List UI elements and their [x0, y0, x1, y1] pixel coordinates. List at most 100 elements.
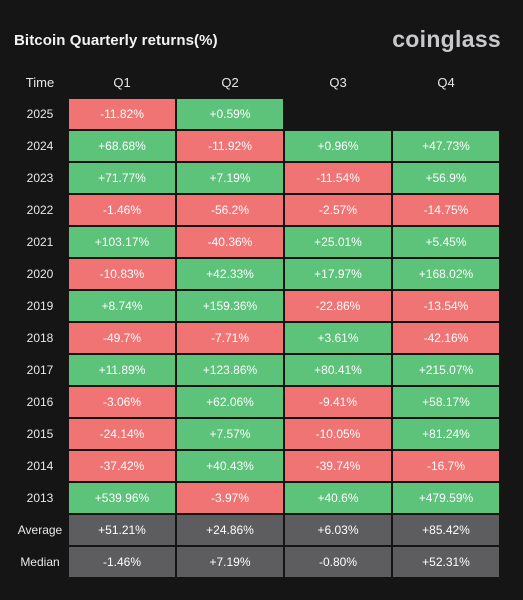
return-cell: -49.7% — [68, 322, 176, 354]
column-header-q1: Q1 — [113, 74, 131, 90]
return-cell: -11.54% — [284, 162, 392, 194]
return-cell: +0.59% — [176, 98, 284, 130]
return-cell: +17.97% — [284, 258, 392, 290]
table-row: 2017 +11.89% +123.86% +80.41% +215.07% — [12, 354, 500, 386]
return-cell: +42.33% — [176, 258, 284, 290]
return-cell: -11.82% — [68, 98, 176, 130]
return-cell: -9.41% — [284, 386, 392, 418]
summary-cell: -0.80% — [284, 546, 392, 578]
return-cell: +71.77% — [68, 162, 176, 194]
return-cell: -11.92% — [176, 130, 284, 162]
summary-cell: +6.03% — [284, 514, 392, 546]
return-cell: -13.54% — [392, 290, 500, 322]
summary-cell: +52.31% — [392, 546, 500, 578]
return-cell: +0.96% — [284, 130, 392, 162]
row-label: 2018 — [26, 331, 54, 345]
return-cell: -40.36% — [176, 226, 284, 258]
return-cell: -16.7% — [392, 450, 500, 482]
return-cell: +123.86% — [176, 354, 284, 386]
return-cell: +7.19% — [176, 162, 284, 194]
summary-cell: +51.21% — [68, 514, 176, 546]
table-row: 2014 -37.42% +40.43% -39.74% -16.7% — [12, 450, 500, 482]
return-cell: +8.74% — [68, 290, 176, 322]
return-cell: -14.75% — [392, 194, 500, 226]
row-label: 2025 — [26, 107, 54, 121]
return-cell: +539.96% — [68, 482, 176, 514]
return-cell: -3.97% — [176, 482, 284, 514]
row-label: 2020 — [26, 267, 54, 281]
return-cell: +40.43% — [176, 450, 284, 482]
return-cell: +7.57% — [176, 418, 284, 450]
row-label: 2017 — [26, 363, 54, 377]
return-cell: +40.6% — [284, 482, 392, 514]
return-cell: -39.74% — [284, 450, 392, 482]
row-label: 2016 — [26, 395, 54, 409]
row-label: Median — [20, 555, 60, 569]
return-cell: +56.9% — [392, 162, 500, 194]
return-cell: +3.61% — [284, 322, 392, 354]
table-row: 2022 -1.46% -56.2% -2.57% -14.75% — [12, 194, 500, 226]
header-row: Time Q1 Q2 Q3 Q4 — [12, 66, 500, 98]
table-row: 2019 +8.74% +159.36% -22.86% -13.54% — [12, 290, 500, 322]
return-cell: +159.36% — [176, 290, 284, 322]
row-label: 2014 — [26, 459, 54, 473]
summary-cell: -1.46% — [68, 546, 176, 578]
row-label: 2019 — [26, 299, 54, 313]
table-row: 2013 +539.96% -3.97% +40.6% +479.59% — [12, 482, 500, 514]
return-cell: -22.86% — [284, 290, 392, 322]
summary-cell: +85.42% — [392, 514, 500, 546]
summary-cell: +24.86% — [176, 514, 284, 546]
brand-logo: coinglass — [392, 26, 501, 52]
return-cell: -1.46% — [68, 194, 176, 226]
column-header-q4: Q4 — [437, 74, 455, 90]
row-label: 2013 — [26, 491, 54, 505]
return-cell: +58.17% — [392, 386, 500, 418]
return-cell: +215.07% — [392, 354, 500, 386]
return-cell: +5.45% — [392, 226, 500, 258]
row-label: 2022 — [26, 203, 54, 217]
column-header-time: Time — [25, 74, 55, 90]
return-cell: -42.16% — [392, 322, 500, 354]
chart-title: Bitcoin Quarterly returns(%) — [14, 32, 218, 49]
return-cell: +81.24% — [392, 418, 500, 450]
return-cell: -2.57% — [284, 194, 392, 226]
return-cell: -7.71% — [176, 322, 284, 354]
table-row: 2021 +103.17% -40.36% +25.01% +5.45% — [12, 226, 500, 258]
return-cell: +25.01% — [284, 226, 392, 258]
table-row: 2016 -3.06% +62.06% -9.41% +58.17% — [12, 386, 500, 418]
return-cell: +80.41% — [284, 354, 392, 386]
return-cell: -37.42% — [68, 450, 176, 482]
summary-row: Median -1.46% +7.19% -0.80% +52.31% — [12, 546, 500, 578]
column-header-q3: Q3 — [329, 74, 347, 90]
returns-table: Time Q1 Q2 Q3 Q4 2025 -11.82% +0.59% 2024 +6… — [12, 66, 500, 578]
return-cell: +68.68% — [68, 130, 176, 162]
row-label: 2015 — [26, 427, 54, 441]
empty-cell — [284, 98, 392, 130]
return-cell: +47.73% — [392, 130, 500, 162]
table-row: 2024 +68.68% -11.92% +0.96% +47.73% — [12, 130, 500, 162]
row-label: Average — [17, 523, 63, 537]
table-row: 2015 -24.14% +7.57% -10.05% +81.24% — [12, 418, 500, 450]
table-row: 2020 -10.83% +42.33% +17.97% +168.02% — [12, 258, 500, 290]
row-label: 2024 — [26, 139, 54, 153]
return-cell: -10.83% — [68, 258, 176, 290]
return-cell: +103.17% — [68, 226, 176, 258]
table-body: 2025 -11.82% +0.59% 2024 +68.68% -11.92% +0.96… — [12, 98, 500, 578]
summary-cell: +7.19% — [176, 546, 284, 578]
return-cell: -24.14% — [68, 418, 176, 450]
return-cell: +62.06% — [176, 386, 284, 418]
empty-cell — [392, 98, 500, 130]
return-cell: +11.89% — [68, 354, 176, 386]
card-header: Bitcoin Quarterly returns(%) coinglass — [14, 26, 501, 56]
return-cell: -56.2% — [176, 194, 284, 226]
return-cell: +168.02% — [392, 258, 500, 290]
table-row: 2018 -49.7% -7.71% +3.61% -42.16% — [12, 322, 500, 354]
row-label: 2023 — [26, 171, 54, 185]
return-cell: +479.59% — [392, 482, 500, 514]
row-label: 2021 — [26, 235, 54, 249]
return-cell: -3.06% — [68, 386, 176, 418]
table-row: 2025 -11.82% +0.59% — [12, 98, 500, 130]
summary-row: Average +51.21% +24.86% +6.03% +85.42% — [12, 514, 500, 546]
column-header-q2: Q2 — [221, 74, 239, 90]
